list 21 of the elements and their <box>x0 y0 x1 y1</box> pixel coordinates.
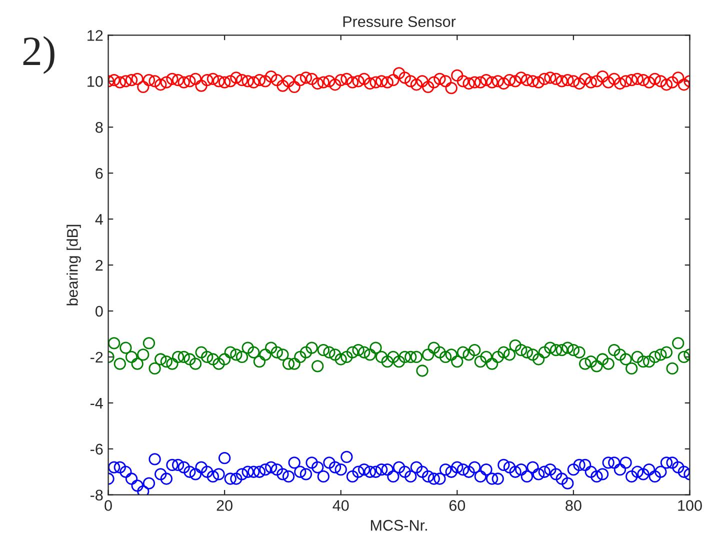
chart-title: Pressure Sensor <box>343 16 456 28</box>
y-tick-label: 2 <box>96 260 103 271</box>
y-axis-title: bearing [dB] <box>66 224 81 306</box>
y-tick-label: -6 <box>90 444 103 455</box>
y-tick-label: 4 <box>95 214 103 225</box>
y-tick-label: 0 <box>96 306 103 317</box>
x-tick-label: 40 <box>332 500 349 511</box>
y-tick-label: -2 <box>90 352 103 362</box>
y-tick-label: -8 <box>90 490 103 501</box>
text: 2) <box>23 36 54 74</box>
y-tick-label: 10 <box>88 76 103 87</box>
x-tick-label: 20 <box>216 500 232 511</box>
x-axis-title: MCS-Nr. <box>370 520 427 531</box>
y-tick-label: 8 <box>96 122 103 133</box>
x-tick-label: 80 <box>566 500 582 511</box>
x-tick-label: 100 <box>678 500 702 511</box>
y-tick-label: -4 <box>90 398 103 408</box>
y-tick-label: 12 <box>88 30 103 41</box>
x-tick-label: 60 <box>449 500 466 511</box>
y-tick-label: 6 <box>96 168 103 179</box>
x-tick-label: 0 <box>104 500 112 511</box>
